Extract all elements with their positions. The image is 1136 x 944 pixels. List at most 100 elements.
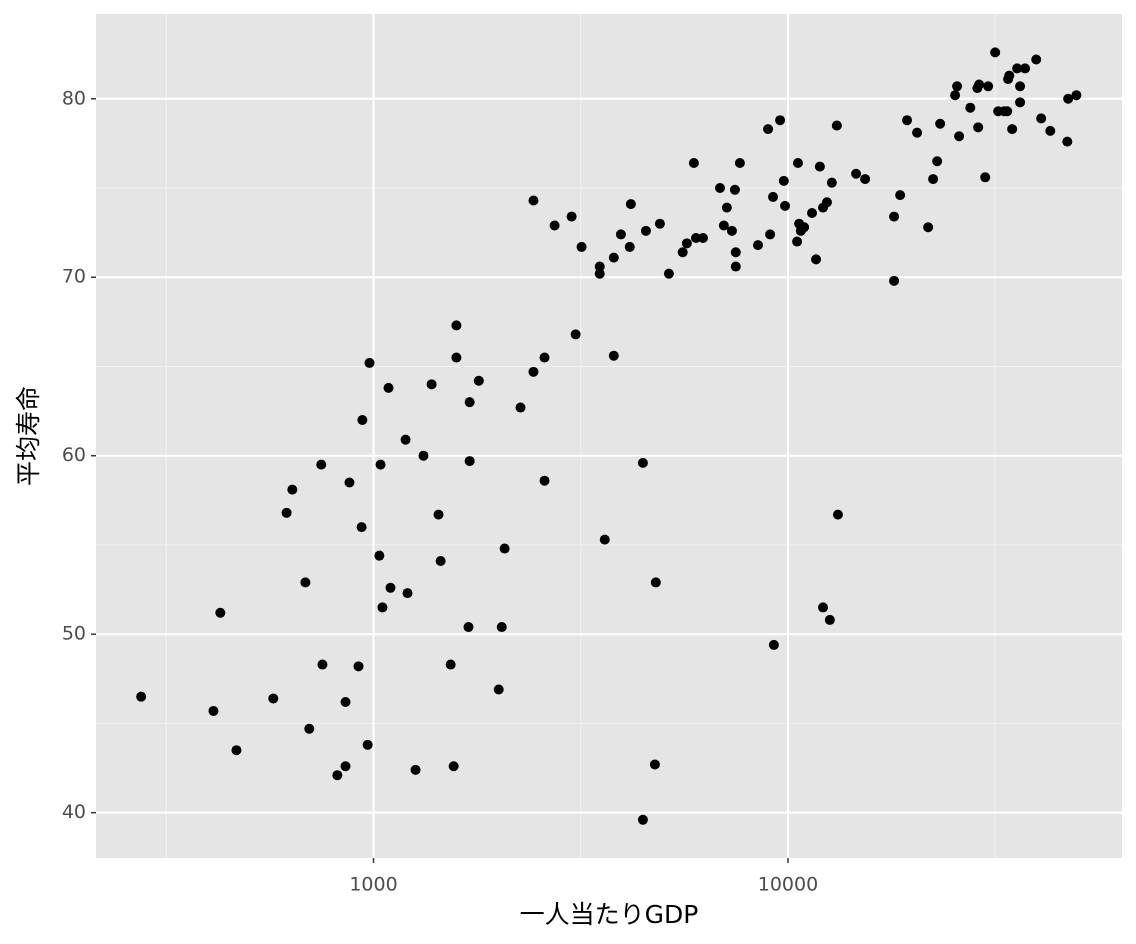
y-tick-label: 40	[62, 801, 86, 823]
point	[448, 761, 459, 772]
point	[1045, 125, 1056, 136]
point	[775, 115, 786, 126]
point	[889, 211, 900, 222]
point	[451, 352, 462, 363]
point	[353, 661, 364, 672]
point	[902, 115, 913, 126]
point	[718, 220, 729, 231]
point	[1015, 81, 1026, 92]
point	[281, 507, 292, 518]
point	[954, 131, 965, 142]
point	[426, 379, 437, 390]
point	[451, 320, 462, 331]
point	[463, 622, 474, 633]
point	[383, 382, 394, 393]
point	[792, 236, 803, 247]
point	[362, 739, 373, 750]
point	[364, 357, 375, 368]
point	[332, 770, 343, 781]
point	[410, 764, 421, 775]
point	[677, 247, 688, 258]
point	[385, 582, 396, 593]
point	[317, 659, 328, 670]
y-tick-label: 70	[62, 266, 86, 288]
point	[1012, 63, 1023, 74]
point	[515, 402, 526, 413]
point	[215, 607, 226, 618]
point	[473, 375, 484, 386]
point	[1004, 70, 1015, 81]
point	[726, 225, 737, 236]
y-tick-label: 60	[62, 444, 86, 466]
point	[1002, 106, 1013, 117]
point	[811, 254, 822, 265]
point	[493, 684, 504, 695]
point	[1071, 90, 1082, 101]
point	[300, 577, 311, 588]
point	[965, 102, 976, 113]
point	[818, 602, 829, 613]
point	[650, 577, 661, 588]
point	[752, 240, 763, 251]
point	[734, 158, 745, 169]
point	[780, 200, 791, 211]
point	[340, 761, 351, 772]
point	[594, 261, 605, 272]
point	[935, 118, 946, 129]
point	[768, 639, 779, 650]
point	[539, 352, 550, 363]
point	[730, 247, 741, 258]
point	[721, 202, 732, 213]
point	[464, 456, 475, 467]
point	[831, 120, 842, 131]
point	[952, 81, 963, 92]
point	[594, 268, 605, 279]
point	[356, 522, 367, 533]
point	[433, 509, 444, 520]
point	[654, 218, 665, 229]
point	[681, 238, 692, 249]
point	[851, 168, 862, 179]
point	[208, 705, 219, 716]
point	[824, 614, 835, 625]
point	[637, 457, 648, 468]
point	[464, 397, 475, 408]
point	[287, 484, 298, 495]
point	[832, 509, 843, 520]
point	[1031, 54, 1042, 65]
point	[714, 183, 725, 194]
point	[778, 175, 789, 186]
point	[570, 329, 581, 340]
point	[640, 225, 651, 236]
point	[357, 415, 368, 426]
point	[539, 475, 550, 486]
point	[923, 222, 934, 233]
point	[697, 232, 708, 243]
point	[344, 477, 355, 488]
point	[316, 459, 327, 470]
point	[418, 450, 429, 461]
point	[566, 211, 577, 222]
point	[445, 659, 456, 670]
point	[1036, 113, 1047, 124]
point	[1062, 136, 1073, 147]
point	[729, 184, 740, 195]
point	[807, 207, 818, 218]
point	[402, 588, 413, 599]
point	[821, 197, 832, 208]
y-tick-label: 80	[62, 87, 86, 109]
point	[690, 232, 701, 243]
point	[608, 252, 619, 263]
point	[231, 745, 242, 756]
point	[889, 275, 900, 286]
point	[377, 602, 388, 613]
point	[895, 190, 906, 201]
point	[599, 534, 610, 545]
point	[768, 191, 779, 202]
x-tick-label: 10000	[758, 874, 818, 896]
point	[496, 622, 507, 633]
point	[625, 199, 636, 210]
point	[549, 220, 560, 231]
point	[435, 556, 446, 567]
